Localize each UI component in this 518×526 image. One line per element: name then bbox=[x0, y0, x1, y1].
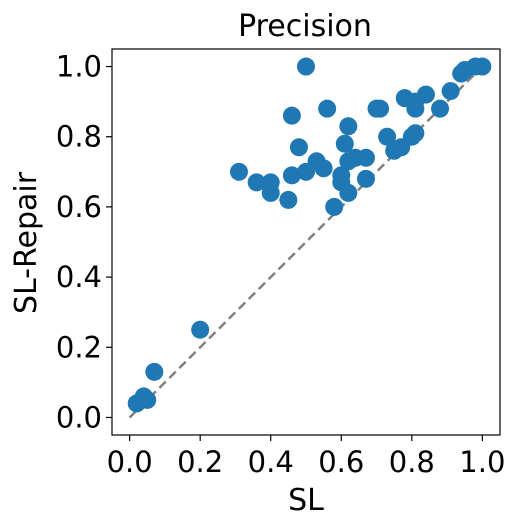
x-axis-label: SL bbox=[288, 483, 324, 518]
chart-title: Precision bbox=[238, 9, 372, 44]
data-point-13 bbox=[297, 57, 315, 76]
y-tick-label: 1.0 bbox=[56, 50, 102, 84]
y-tick-label: 0.8 bbox=[56, 120, 102, 154]
x-tick-label: 0.8 bbox=[389, 445, 435, 479]
plot-area bbox=[111, 48, 501, 436]
data-point-22 bbox=[339, 117, 358, 136]
data-point-10 bbox=[282, 106, 301, 125]
x-tick-label: 0.6 bbox=[318, 445, 364, 479]
y-tick-label: 0.0 bbox=[56, 400, 102, 434]
data-point-5 bbox=[229, 162, 248, 181]
data-point-17 bbox=[318, 99, 337, 118]
data-point-16 bbox=[314, 159, 333, 178]
data-point-21 bbox=[335, 134, 354, 153]
y-axis-ticks: 0.0 0.2 0.4 0.6 0.8 1.0 bbox=[56, 50, 112, 434]
data-point-30 bbox=[378, 127, 397, 146]
x-tick-label: 1.0 bbox=[459, 445, 505, 479]
points-layer bbox=[127, 57, 492, 413]
data-point-11 bbox=[282, 166, 301, 185]
data-point-24 bbox=[339, 183, 358, 202]
x-tick-label: 0.2 bbox=[177, 445, 223, 479]
data-point-37 bbox=[406, 99, 425, 118]
data-point-39 bbox=[431, 99, 450, 118]
data-point-6 bbox=[247, 173, 266, 192]
data-point-2 bbox=[138, 390, 157, 409]
data-point-38 bbox=[416, 85, 435, 104]
data-point-8 bbox=[261, 183, 280, 202]
data-point-26 bbox=[356, 148, 375, 167]
data-point-3 bbox=[145, 362, 164, 381]
x-tick-label: 0.0 bbox=[107, 445, 153, 479]
data-point-27 bbox=[356, 169, 375, 188]
data-point-40 bbox=[441, 82, 460, 101]
reference-diagonal-line bbox=[128, 65, 484, 419]
data-point-35 bbox=[406, 124, 425, 143]
data-point-9 bbox=[279, 190, 298, 209]
y-tick-label: 0.2 bbox=[56, 330, 102, 364]
y-tick-label: 0.6 bbox=[56, 190, 102, 224]
data-point-18 bbox=[325, 197, 344, 216]
data-point-4 bbox=[191, 320, 210, 339]
data-point-44 bbox=[473, 57, 492, 76]
y-tick-label: 0.4 bbox=[56, 260, 102, 294]
data-point-12 bbox=[289, 138, 308, 157]
x-tick-label: 0.4 bbox=[248, 445, 294, 479]
data-point-29 bbox=[371, 99, 390, 118]
y-axis-label: SL-Repair bbox=[9, 171, 44, 314]
x-axis-ticks: 0.0 0.2 0.4 0.6 0.8 1.0 bbox=[107, 435, 505, 479]
